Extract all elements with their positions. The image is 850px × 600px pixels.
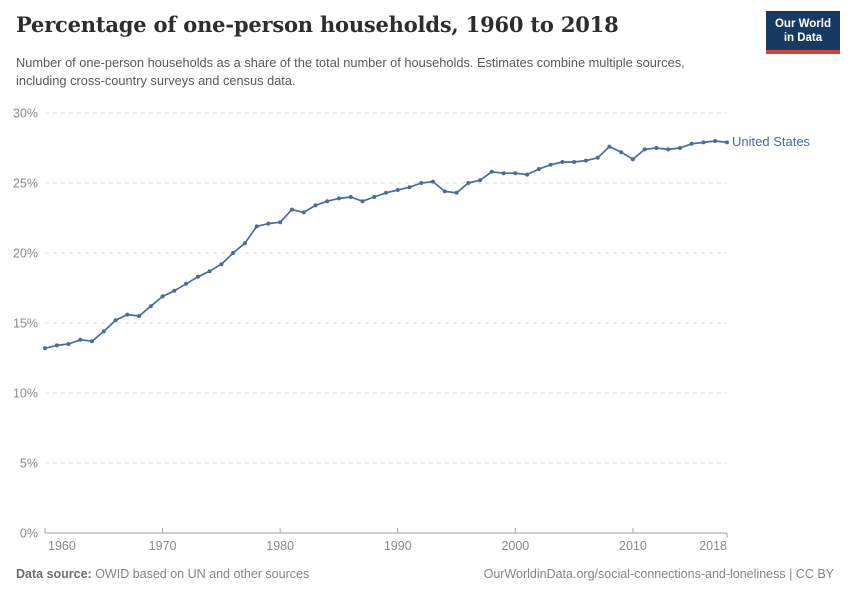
x-axis-label: 2010 [619,539,647,553]
data-point[interactable] [78,337,83,342]
page-title: Percentage of one-person households, 196… [16,12,619,37]
data-point[interactable] [513,171,518,176]
data-point[interactable] [148,304,153,309]
x-axis-label: 1990 [384,539,412,553]
data-point[interactable] [642,147,647,152]
data-point[interactable] [219,262,224,267]
data-point[interactable] [90,339,94,344]
data-point[interactable] [113,318,118,323]
data-point[interactable] [231,251,236,255]
data-point[interactable] [407,185,412,190]
x-axis-label: 1970 [149,539,177,553]
owid-logo-line1: Our World [774,18,831,30]
data-point[interactable] [666,147,671,152]
data-point[interactable] [713,139,718,143]
data-point[interactable] [348,195,353,199]
x-axis-label: 2000 [501,539,529,553]
data-point[interactable] [619,150,624,155]
data-point[interactable] [630,157,635,162]
data-source-label: Data source: [16,567,92,581]
owid-logo-line2: in Data [783,32,823,45]
data-point[interactable] [525,172,530,177]
series-label-united-states: United States [732,134,811,149]
y-axis-label: 20% [13,247,38,261]
owid-logo[interactable]: Our World in Data [765,11,840,54]
data-point[interactable] [478,178,483,183]
data-point[interactable] [101,329,106,334]
data-point[interactable] [384,190,388,195]
data-point[interactable] [607,144,612,149]
chart-subtitle: Number of one-person households as a sha… [16,55,685,88]
data-point[interactable] [337,196,341,201]
data-point[interactable] [125,312,130,317]
data-point[interactable] [372,195,377,199]
data-point[interactable] [172,288,177,293]
data-point[interactable] [395,188,400,192]
data-source-note: Data source: OWID based on UN and other … [16,567,309,581]
credit-link[interactable]: OurWorldinData.org/social-connections-an… [483,567,834,581]
data-point[interactable] [466,181,471,185]
data-point[interactable] [489,169,494,174]
data-point[interactable] [419,181,424,185]
data-point[interactable] [560,160,565,164]
y-axis-label: 5% [20,457,38,471]
data-point[interactable] [454,190,459,195]
data-point[interactable] [583,158,588,163]
data-point[interactable] [442,189,447,194]
x-axis-label: 2018 [699,539,727,553]
data-point[interactable] [313,203,318,208]
data-point[interactable] [360,199,365,204]
data-point[interactable] [254,224,259,229]
data-point[interactable] [266,221,271,226]
data-point[interactable] [301,210,306,215]
data-source-text: OWID based on UN and other sources [91,567,310,581]
y-axis-label: 10% [13,387,38,401]
data-point[interactable] [678,146,682,150]
y-axis-label: 25% [13,177,38,191]
data-point[interactable] [289,207,294,212]
data-point[interactable] [325,199,330,204]
data-point[interactable] [536,167,541,171]
data-point[interactable] [54,343,59,348]
y-axis-label: 30% [13,107,38,121]
data-point[interactable] [548,162,553,167]
data-point[interactable] [689,141,694,146]
chart-footer: Data source: OWID based on UN and other … [16,567,834,581]
data-point[interactable] [66,342,71,346]
data-point[interactable] [242,241,247,246]
data-point[interactable] [207,269,212,274]
data-point[interactable] [572,160,577,164]
data-point[interactable] [431,179,435,184]
x-axis-label: 1980 [266,539,294,553]
data-point[interactable] [184,281,189,286]
data-point[interactable] [137,314,142,318]
chart-line [44,140,728,350]
data-point[interactable] [501,171,506,176]
data-point[interactable] [701,140,706,145]
data-point[interactable] [725,140,729,145]
data-point[interactable] [595,155,600,160]
x-axis-label: 1960 [48,539,76,553]
data-point[interactable] [278,220,283,225]
y-axis-label: 0% [20,527,38,541]
data-point[interactable] [654,146,659,150]
data-point[interactable] [43,346,47,351]
data-point[interactable] [195,274,200,279]
data-point[interactable] [160,294,165,299]
y-axis-label: 15% [13,317,38,331]
